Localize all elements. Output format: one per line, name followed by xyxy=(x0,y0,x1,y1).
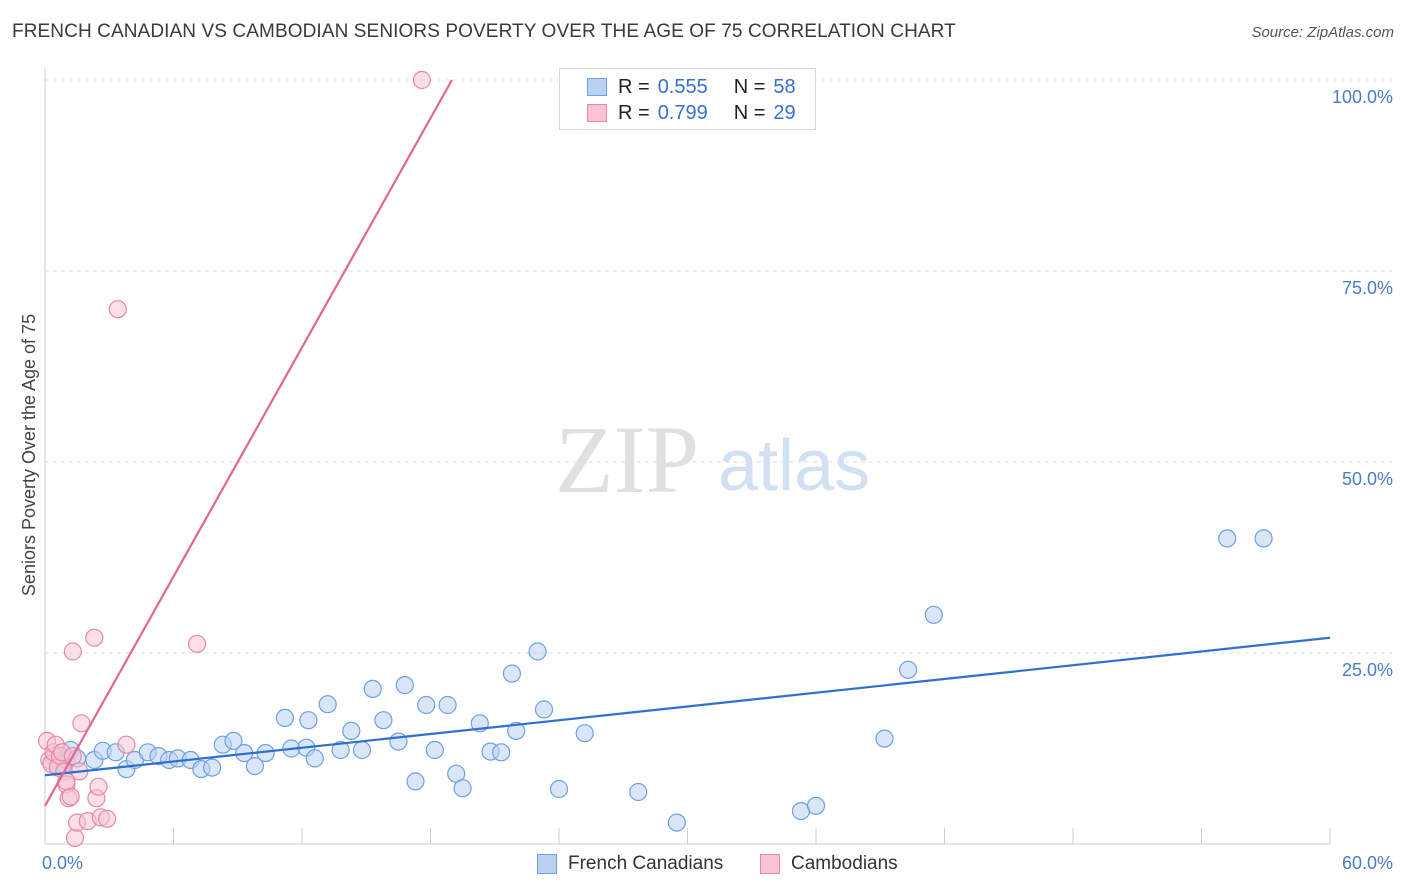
data-point xyxy=(65,828,85,848)
watermark-zip: ZIP xyxy=(555,406,699,513)
legend-r-label: R = xyxy=(618,101,650,124)
legend-r-value: 0.799 xyxy=(657,101,708,124)
watermark-atlas: atlas xyxy=(718,426,870,506)
x-tick-label: 0.0% xyxy=(42,853,83,873)
y-axis-label: Seniors Poverty Over the Age of 75 xyxy=(19,314,39,596)
data-point xyxy=(57,772,76,791)
data-point xyxy=(806,796,826,815)
data-point xyxy=(63,642,82,661)
grid-layer xyxy=(45,79,1392,654)
data-point xyxy=(299,711,318,730)
data-point xyxy=(305,749,324,768)
data-point xyxy=(89,777,108,796)
bottom-legend-label: French Canadians xyxy=(568,853,724,874)
x-tick-label: 60.0% xyxy=(1342,853,1393,873)
legend-row-cambodians: R = 0.799 N = 29 xyxy=(587,101,796,125)
data-point xyxy=(875,729,894,748)
data-point xyxy=(117,735,136,754)
axis-layer: 25.0% 50.0% 75.0% 100.0% 0.0% 60.0% xyxy=(42,68,1393,873)
legend-r-label: R = xyxy=(618,75,650,98)
series-cambodians xyxy=(37,70,431,848)
data-point xyxy=(331,740,350,760)
data-point xyxy=(406,772,425,791)
data-point xyxy=(924,605,943,624)
data-point xyxy=(502,664,521,683)
series-french-canadians xyxy=(44,529,1273,832)
data-point xyxy=(492,743,511,762)
watermark: ZIP atlas xyxy=(555,406,870,513)
data-point xyxy=(108,300,127,319)
data-point xyxy=(203,758,222,777)
legend-n-label: N = xyxy=(733,101,766,124)
y-tick-label: 100.0% xyxy=(1332,87,1393,107)
trend-line-cambodians xyxy=(44,79,453,807)
legend-r-value: 0.555 xyxy=(657,75,708,98)
data-point xyxy=(363,679,382,699)
data-point xyxy=(97,809,117,828)
data-point xyxy=(1254,529,1273,548)
data-point xyxy=(667,813,686,832)
data-point xyxy=(898,660,918,679)
data-point xyxy=(1218,529,1237,548)
data-point xyxy=(507,721,526,741)
y-tick-label: 75.0% xyxy=(1342,278,1393,298)
data-point xyxy=(438,695,457,715)
legend-row-french-canadians: R = 0.555 N = 58 xyxy=(587,75,796,99)
chart-title: FRENCH CANADIAN VS CAMBODIAN SENIORS POV… xyxy=(12,21,956,42)
data-point xyxy=(534,700,554,719)
points-layer xyxy=(37,70,1273,848)
data-point xyxy=(425,740,444,760)
legend-swatch-blue xyxy=(587,78,607,96)
legend-swatch-pink xyxy=(760,854,780,874)
data-point xyxy=(61,787,80,806)
y-tick-label: 50.0% xyxy=(1342,469,1393,489)
legend-swatch-pink xyxy=(587,104,607,122)
bottom-legend-cambodians: Cambodians xyxy=(760,852,898,876)
data-point xyxy=(417,695,436,715)
label-layer: Seniors Poverty Over the Age of 75 xyxy=(19,314,39,596)
data-point xyxy=(85,628,104,647)
legend-n-label: N = xyxy=(733,75,766,98)
data-point xyxy=(389,732,408,751)
data-point xyxy=(318,695,337,714)
source-label: Source: ZipAtlas.com xyxy=(1251,24,1394,41)
y-tick-label: 25.0% xyxy=(1342,660,1393,680)
legend-swatch-blue xyxy=(537,854,557,874)
data-point xyxy=(342,721,361,741)
data-point xyxy=(629,782,648,802)
data-point xyxy=(188,634,207,653)
data-point xyxy=(374,711,393,730)
legend-n-value: 29 xyxy=(773,101,796,124)
trend-layer xyxy=(44,79,1331,807)
data-point xyxy=(412,70,431,90)
data-point xyxy=(549,779,569,799)
data-point xyxy=(528,642,547,661)
data-point xyxy=(352,740,372,760)
bottom-legend-label: Cambodians xyxy=(791,853,898,874)
data-point xyxy=(453,779,472,798)
data-point xyxy=(275,708,294,728)
bottom-legend-french-canadians: French Canadians xyxy=(537,852,723,876)
data-point xyxy=(395,675,414,695)
legend-n-value: 58 xyxy=(773,75,796,98)
data-point xyxy=(224,731,243,751)
data-point xyxy=(575,724,594,743)
correlation-legend: R = 0.555 N = 58 R = 0.799 N = 29 xyxy=(559,68,816,130)
trend-line-french-canadians xyxy=(44,636,1331,777)
data-point xyxy=(245,756,264,776)
data-point xyxy=(72,714,91,733)
